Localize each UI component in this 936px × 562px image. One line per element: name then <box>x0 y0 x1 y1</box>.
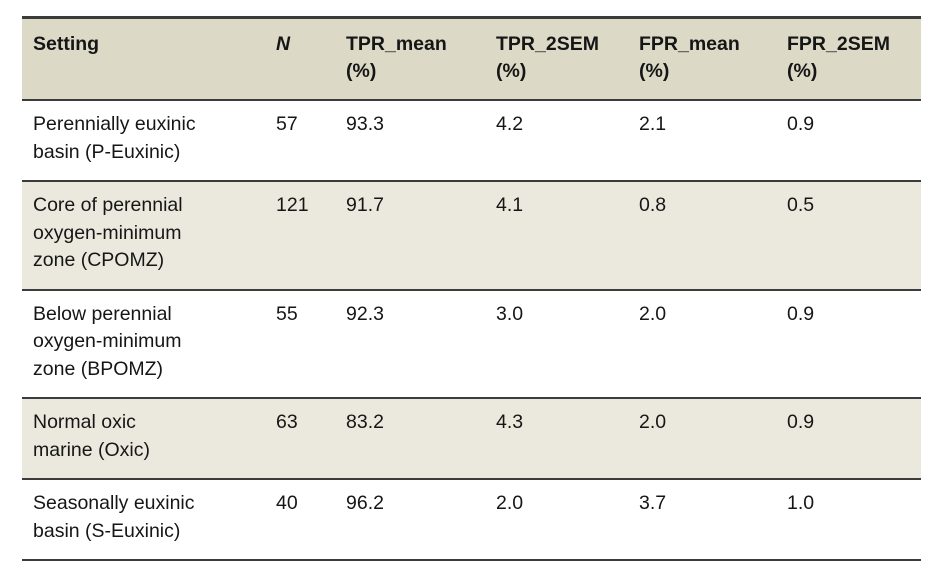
column-header-fpr-mean: FPR_mean (%) <box>628 18 776 101</box>
column-header-setting: Setting <box>22 18 265 101</box>
setting-line: oxygen-minimum <box>33 330 182 352</box>
results-table: Setting N TPR_mean (%) TPR_2SEM (%) FPR_… <box>22 16 921 561</box>
cell-setting: Core of perennial oxygen-minimum zone (C… <box>22 181 265 290</box>
setting-line: Core of perennial <box>33 194 183 216</box>
setting-line: oxygen-minimum <box>33 221 182 244</box>
cell-fpr-mean: 3.7 <box>639 492 667 514</box>
cell-tpr-2sem: 4.1 <box>496 194 524 216</box>
cell-n: 40 <box>276 492 298 514</box>
cell-fpr-2sem: 0.9 <box>787 113 815 135</box>
column-header-tpr-2sem: TPR_2SEM (%) <box>485 18 628 101</box>
cell-fpr-mean: 2.1 <box>639 113 667 135</box>
cell-tpr-mean: 96.2 <box>346 492 384 514</box>
setting-line: Below perennial <box>33 302 172 325</box>
setting-line: marine (Oxic) <box>33 438 151 461</box>
cell-setting: Below perennial oxygen-minimum zone (BPO… <box>22 290 265 399</box>
cell-fpr-2sem: 0.9 <box>787 411 815 433</box>
cell-tpr-2sem: 4.2 <box>496 113 524 135</box>
table-row: Perennially euxinic basin (P-Euxinic) 57… <box>22 100 921 181</box>
setting-line: basin (S-Euxinic) <box>33 519 181 542</box>
table-row: Below perennial oxygen-minimum zone (BPO… <box>22 289 921 399</box>
cell-tpr-mean: 91.7 <box>346 194 384 216</box>
cell-setting: Perennially euxinic basin (P-Euxinic) <box>22 100 265 181</box>
header-unit: (%) <box>787 60 818 82</box>
header-label: Setting <box>33 33 100 55</box>
setting-line: basin (P-Euxinic) <box>33 140 181 163</box>
header-unit: (%) <box>639 60 670 82</box>
column-header-n: N <box>265 18 335 101</box>
setting-line: Seasonally euxinic <box>33 492 195 514</box>
cell-tpr-mean: 83.2 <box>346 411 384 433</box>
header-label: N <box>276 33 291 55</box>
cell-fpr-mean: 2.0 <box>639 411 667 433</box>
header-unit: (%) <box>346 60 377 82</box>
cell-tpr-2sem: 4.3 <box>496 411 524 433</box>
cell-fpr-2sem: 0.9 <box>787 302 815 325</box>
cell-fpr-mean: 2.0 <box>639 302 667 325</box>
header-row: Setting N TPR_mean (%) TPR_2SEM (%) FPR_… <box>22 17 921 101</box>
cell-tpr-mean: 92.3 <box>346 302 384 325</box>
header-label: TPR_2SEM <box>496 33 599 55</box>
setting-line: zone (CPOMZ) <box>33 249 165 271</box>
results-table-container: Setting N TPR_mean (%) TPR_2SEM (%) FPR_… <box>22 16 921 561</box>
table-row: Core of perennial oxygen-minimum zone (C… <box>22 181 921 290</box>
cell-n: 57 <box>276 113 298 135</box>
table-body: Perennially euxinic basin (P-Euxinic) 57… <box>22 100 921 560</box>
header-label: FPR_mean <box>639 33 740 55</box>
setting-line: Perennially euxinic <box>33 113 196 135</box>
cell-setting: Seasonally euxinic basin (S-Euxinic) <box>22 479 265 560</box>
cell-fpr-2sem: 0.5 <box>787 194 815 216</box>
header-unit: (%) <box>496 60 527 82</box>
header-label: FPR_2SEM <box>787 33 890 55</box>
cell-tpr-2sem: 3.0 <box>496 302 524 325</box>
cell-tpr-mean: 93.3 <box>346 113 384 135</box>
cell-fpr-2sem: 1.0 <box>787 492 815 514</box>
table-row: Seasonally euxinic basin (S-Euxinic) 40 … <box>22 479 921 560</box>
cell-n: 121 <box>276 194 309 216</box>
setting-line: Normal oxic <box>33 411 136 433</box>
header-label: TPR_mean <box>346 33 447 55</box>
table-row: Normal oxic marine (Oxic) 63 83.2 4.3 2.… <box>22 398 921 479</box>
cell-n: 55 <box>276 302 298 325</box>
table-header: Setting N TPR_mean (%) TPR_2SEM (%) FPR_… <box>22 17 921 101</box>
cell-n: 63 <box>276 411 298 433</box>
column-header-fpr-2sem: FPR_2SEM (%) <box>776 18 921 101</box>
setting-line: zone (BPOMZ) <box>33 357 164 380</box>
column-header-tpr-mean: TPR_mean (%) <box>335 18 485 101</box>
cell-setting: Normal oxic marine (Oxic) <box>22 398 265 479</box>
cell-fpr-mean: 0.8 <box>639 194 667 216</box>
cell-tpr-2sem: 2.0 <box>496 492 524 514</box>
